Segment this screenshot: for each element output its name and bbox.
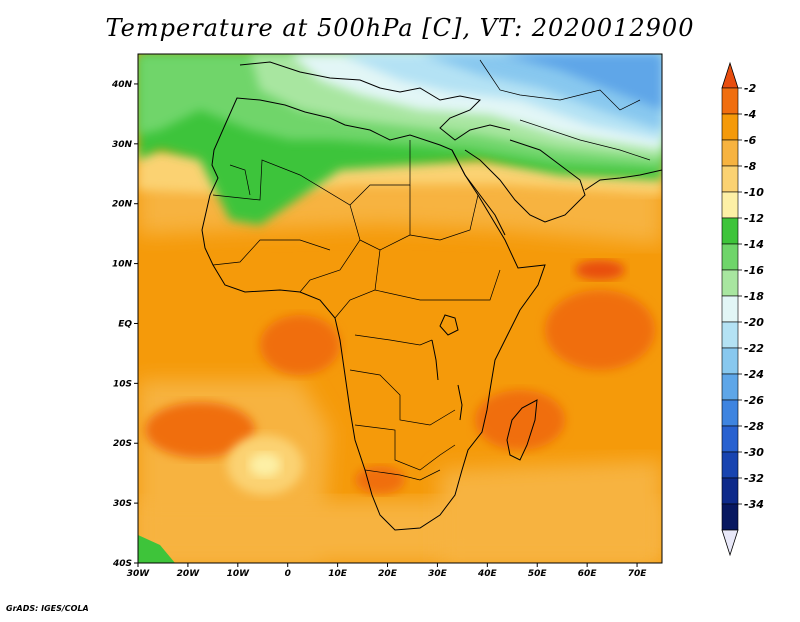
colorbar-label: -6	[744, 134, 757, 147]
lake-tanganyika	[431, 339, 439, 381]
lon-tick-label: 20W	[177, 569, 201, 579]
lon-tick-label: 20E	[378, 569, 398, 579]
lon-tick-label: 50E	[528, 569, 548, 579]
lon-tick-label: 10E	[328, 569, 348, 579]
colorbar-label: -4	[744, 108, 756, 121]
lon-tick-label: 0	[285, 569, 291, 579]
arabia-coast	[464, 139, 586, 223]
border-line	[229, 164, 251, 196]
border-line	[409, 194, 479, 241]
border-line	[359, 185, 411, 251]
colorbar-segment	[721, 243, 739, 271]
colorbar-segment	[721, 217, 739, 245]
lon-tick-label: 60E	[578, 569, 598, 579]
border-line	[212, 140, 411, 206]
colorbar-top-arrow	[721, 61, 739, 89]
colorbar-label: -2	[744, 82, 757, 95]
colorbar-label: -22	[744, 342, 764, 355]
lon-tick-label: 40E	[477, 569, 498, 579]
border-line	[374, 269, 501, 301]
lon-tick-label: 10W	[227, 569, 251, 579]
colorbar-segment	[721, 503, 739, 531]
madagascar-coast	[506, 399, 538, 461]
field-sw-green	[138, 535, 175, 563]
border-line	[479, 59, 641, 111]
border-line	[299, 204, 361, 293]
field-hot-patch-1	[145, 402, 255, 458]
credit-text: GrADS: IGES/COLA	[6, 604, 89, 613]
border-line	[354, 424, 456, 471]
border-line	[519, 119, 651, 161]
colorbar-label: -34	[744, 498, 764, 511]
field-hot-patch-4	[475, 390, 565, 450]
colorbar-bottom-arrow	[721, 529, 739, 557]
coastlines	[201, 61, 662, 531]
lat-tick-label: 30S	[113, 499, 132, 509]
colorbar-label: -10	[744, 186, 764, 199]
colorbar-label: -12	[744, 212, 764, 225]
colorbar-label: -26	[744, 394, 764, 407]
colorbar-segment	[721, 269, 739, 297]
field-hot-patch-2	[260, 315, 340, 375]
lake-victoria	[439, 314, 459, 336]
field-hot-patch-6	[575, 260, 625, 280]
lon-tick-label: 30W	[127, 569, 151, 579]
africa-coast	[201, 97, 546, 531]
colorbar-label: -32	[744, 472, 764, 485]
lake-malawi	[457, 384, 463, 421]
colorbar-segment	[721, 373, 739, 401]
colorbar-label: -8	[744, 160, 757, 173]
colorbar-segment	[721, 399, 739, 427]
lat-tick-label: 30N	[112, 140, 133, 150]
lon-tick-label: 70E	[628, 569, 648, 579]
colorbar-label: -14	[744, 238, 764, 251]
colorbar-segment	[721, 425, 739, 453]
colorbar-label: -20	[744, 316, 764, 329]
temperature-field	[138, 54, 662, 563]
colorbar-label: -30	[744, 446, 764, 459]
field-cool-core	[249, 453, 281, 477]
borders	[212, 59, 651, 481]
colorbar-segment	[721, 165, 739, 193]
lon-tick-label: 30E	[428, 569, 448, 579]
lat-tick-label: 10N	[112, 260, 133, 270]
colorbar-segment	[721, 347, 739, 375]
border-line	[334, 249, 381, 319]
lat-tick-label: 10S	[113, 379, 132, 389]
colorbar-segment	[721, 139, 739, 167]
asia-coast	[584, 169, 662, 191]
colorbar: -2 -4 -6 -8 -10 -12 -14 -16 -18 -20 -22 -24 -26 -28 -3…	[721, 61, 764, 557]
colorbar-segment	[721, 321, 739, 349]
colorbar-segment	[721, 87, 739, 115]
colorbar-label: -24	[744, 368, 764, 381]
europe-coast	[239, 61, 511, 141]
plot-frame	[137, 53, 663, 564]
red-sea	[451, 149, 506, 236]
border-line	[354, 334, 433, 346]
lat-tick-label: 40S	[112, 559, 132, 569]
colorbar-label: -28	[744, 420, 764, 433]
field-se-band	[440, 460, 662, 563]
field-hot-patch-3	[545, 290, 655, 370]
lat-tick-label: 40N	[111, 80, 133, 90]
lat-tick-label: EQ	[118, 319, 132, 329]
colorbar-segment	[721, 295, 739, 323]
border-line	[364, 469, 441, 481]
colorbar-segment	[721, 477, 739, 505]
colorbar-segment	[721, 113, 739, 141]
lat-tick-label: 20S	[113, 439, 132, 449]
colorbar-label: -16	[744, 264, 764, 277]
chart-title: Temperature at 500hPa [C], VT: 202001290…	[105, 14, 695, 42]
colorbar-segment	[721, 191, 739, 219]
field-deep-blue	[500, 54, 662, 110]
field-hot-patch-5	[355, 466, 405, 494]
border-line	[349, 369, 456, 426]
colorbar-label: -18	[744, 290, 764, 303]
lat-tick-label: 20N	[112, 200, 133, 210]
border-line	[212, 239, 331, 266]
colorbar-segment	[721, 451, 739, 479]
